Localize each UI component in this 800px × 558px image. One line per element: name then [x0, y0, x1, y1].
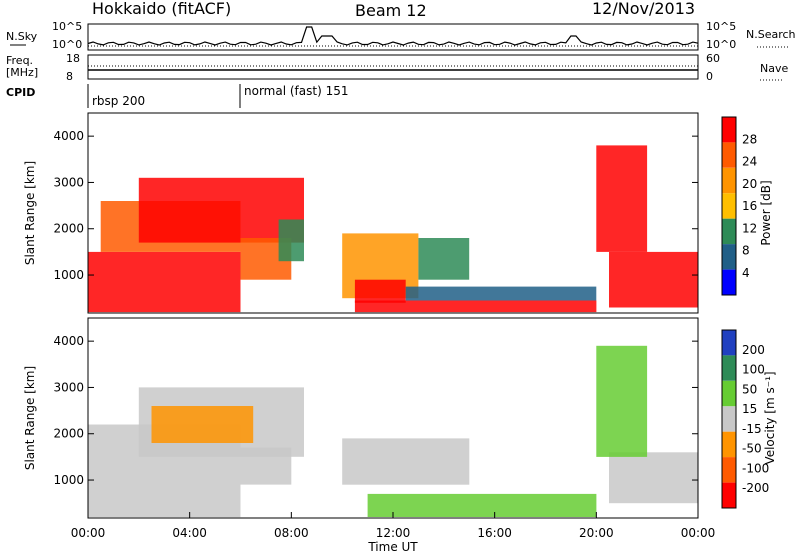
velocity-ytick-label: 3000	[53, 380, 84, 394]
cpid-label: CPID	[6, 86, 35, 99]
power-region-8	[354, 300, 597, 313]
velocity-colorbar-swatch	[722, 457, 736, 483]
velocity-colorbar-swatch	[722, 355, 736, 381]
velocity-region-5	[342, 438, 470, 485]
power-colorbar-tick-label: 28	[742, 132, 757, 146]
velocity-colorbar-tick-label: 200	[742, 343, 765, 357]
velocity-panel: 1000 2000 3000 4000 00:00 04:00 08:00 12:00 16:…	[23, 317, 716, 554]
velocity-colorbar-tick-label: -100	[742, 461, 769, 475]
power-region-10	[418, 238, 470, 280]
time-tick-label: 08:00	[274, 526, 309, 540]
power-colorbar-tick-label: 16	[742, 199, 757, 213]
velocity-ytick-label: 1000	[53, 473, 84, 487]
station-title: Hokkaido (fitACF)	[92, 0, 231, 18]
nsky-panel: N.Sky 10^5 10^0 10^5 10^0 N.Search	[6, 20, 796, 51]
time-tick-label: 00:00	[681, 526, 716, 540]
power-ylabel: Slant Range [km]	[23, 161, 37, 265]
cpid-segment-1: rbsp 200	[92, 94, 145, 108]
power-colorbar-swatch	[722, 269, 736, 295]
beam-title: Beam 12	[355, 1, 427, 20]
time-tick-label: 04:00	[172, 526, 207, 540]
nsearch-tick-bottom: 10^0	[706, 38, 736, 51]
velocity-colorbar-swatch	[722, 330, 736, 356]
power-region-11	[609, 251, 698, 308]
nave-tick-top: 60	[706, 52, 720, 65]
power-region-1	[88, 251, 241, 313]
time-tick-label: 00:00	[71, 526, 106, 540]
velocity-ylabel: Slant Range [km]	[23, 366, 37, 470]
velocity-region-4	[240, 447, 292, 485]
power-region-5	[278, 219, 304, 262]
power-colorbar-tick-label: 12	[742, 221, 757, 235]
velocity-colorbar-tick-label: 50	[742, 382, 757, 396]
nave-tick-bottom: 0	[706, 70, 713, 83]
power-colorbar-swatch	[722, 142, 736, 168]
power-region-9	[405, 286, 597, 301]
freq-label: Freq.	[6, 54, 33, 67]
power-ytick-label: 3000	[53, 175, 84, 189]
power-colorbar-tick-label: 20	[742, 177, 757, 191]
velocity-ytick-label: 4000	[53, 334, 84, 348]
power-colorbar-swatch	[722, 117, 736, 143]
time-tick-label: 16:00	[477, 526, 512, 540]
velocity-colorbar-swatch	[722, 406, 736, 432]
power-colorbar-swatch	[722, 218, 736, 245]
power-colorbar-tick-label: 24	[742, 155, 757, 169]
power-region-7	[354, 279, 406, 303]
velocity-colorbar-tick-label: 15	[742, 402, 757, 416]
velocity-region-3	[151, 406, 254, 443]
nsky-tick-top: 10^5	[52, 20, 82, 33]
velocity-colorbar-tick-label: -200	[742, 481, 769, 495]
power-colorbar-swatch	[722, 244, 736, 270]
velocity-colorbar-label: Velocity [m s⁻¹]	[763, 371, 777, 464]
velocity-colorbar-tick-label: 100	[742, 363, 765, 377]
power-colorbar-label: Power [dB]	[759, 180, 773, 245]
cpid-segment-2: normal (fast) 151	[244, 84, 348, 98]
time-axis-label: Time UT	[367, 540, 418, 554]
freq-tick-top: 18	[66, 52, 80, 65]
power-region-3	[138, 177, 304, 243]
freq-tick-bottom: 8	[66, 70, 73, 83]
power-ytick-label: 4000	[53, 129, 84, 143]
power-ytick-label: 1000	[53, 268, 84, 282]
power-colorbar: 28 24 20 16 12 8 4	[721, 116, 757, 296]
velocity-colorbar-tick-label: -50	[742, 442, 762, 456]
nsky-label: N.Sky	[6, 30, 38, 43]
velocity-region-6	[367, 493, 597, 517]
freq-panel: Freq. [MHz] 18 8 60 0 Nave	[6, 52, 788, 83]
velocity-colorbar-swatch	[722, 482, 736, 508]
velocity-colorbar-swatch	[722, 431, 736, 458]
time-tick-label: 12:00	[376, 526, 411, 540]
nsearch-tick-top: 10^5	[706, 20, 736, 33]
nsky-trace	[87, 26, 699, 46]
velocity-colorbar-swatch	[722, 380, 736, 407]
nave-label: Nave	[760, 62, 788, 75]
power-colorbar-swatch	[722, 193, 736, 219]
date-title: 12/Nov/2013	[592, 0, 695, 18]
cpid-panel: CPID rbsp 200 normal (fast) 151	[6, 84, 348, 108]
power-region-12	[596, 145, 648, 252]
velocity-colorbar-tick-label: -15	[742, 422, 762, 436]
velocity-colorbar: 200 100 50 15 -15 -50 -100 -200	[721, 329, 769, 509]
power-colorbar-tick-label: 8	[742, 244, 750, 258]
power-ytick-label: 2000	[53, 222, 84, 236]
velocity-region-7	[609, 452, 698, 504]
velocity-ytick-label: 2000	[53, 427, 84, 441]
freq-unit: [MHz]	[6, 66, 38, 79]
velocity-region-8	[596, 345, 648, 457]
time-tick-label: 20:00	[579, 526, 614, 540]
power-colorbar-swatch	[722, 167, 736, 194]
nsearch-label: N.Search	[746, 28, 796, 41]
nsky-tick-bottom: 10^0	[52, 38, 82, 51]
power-panel: 1000 2000 3000 4000 Slant Range [km]	[23, 112, 699, 314]
power-colorbar-tick-label: 4	[742, 266, 750, 280]
